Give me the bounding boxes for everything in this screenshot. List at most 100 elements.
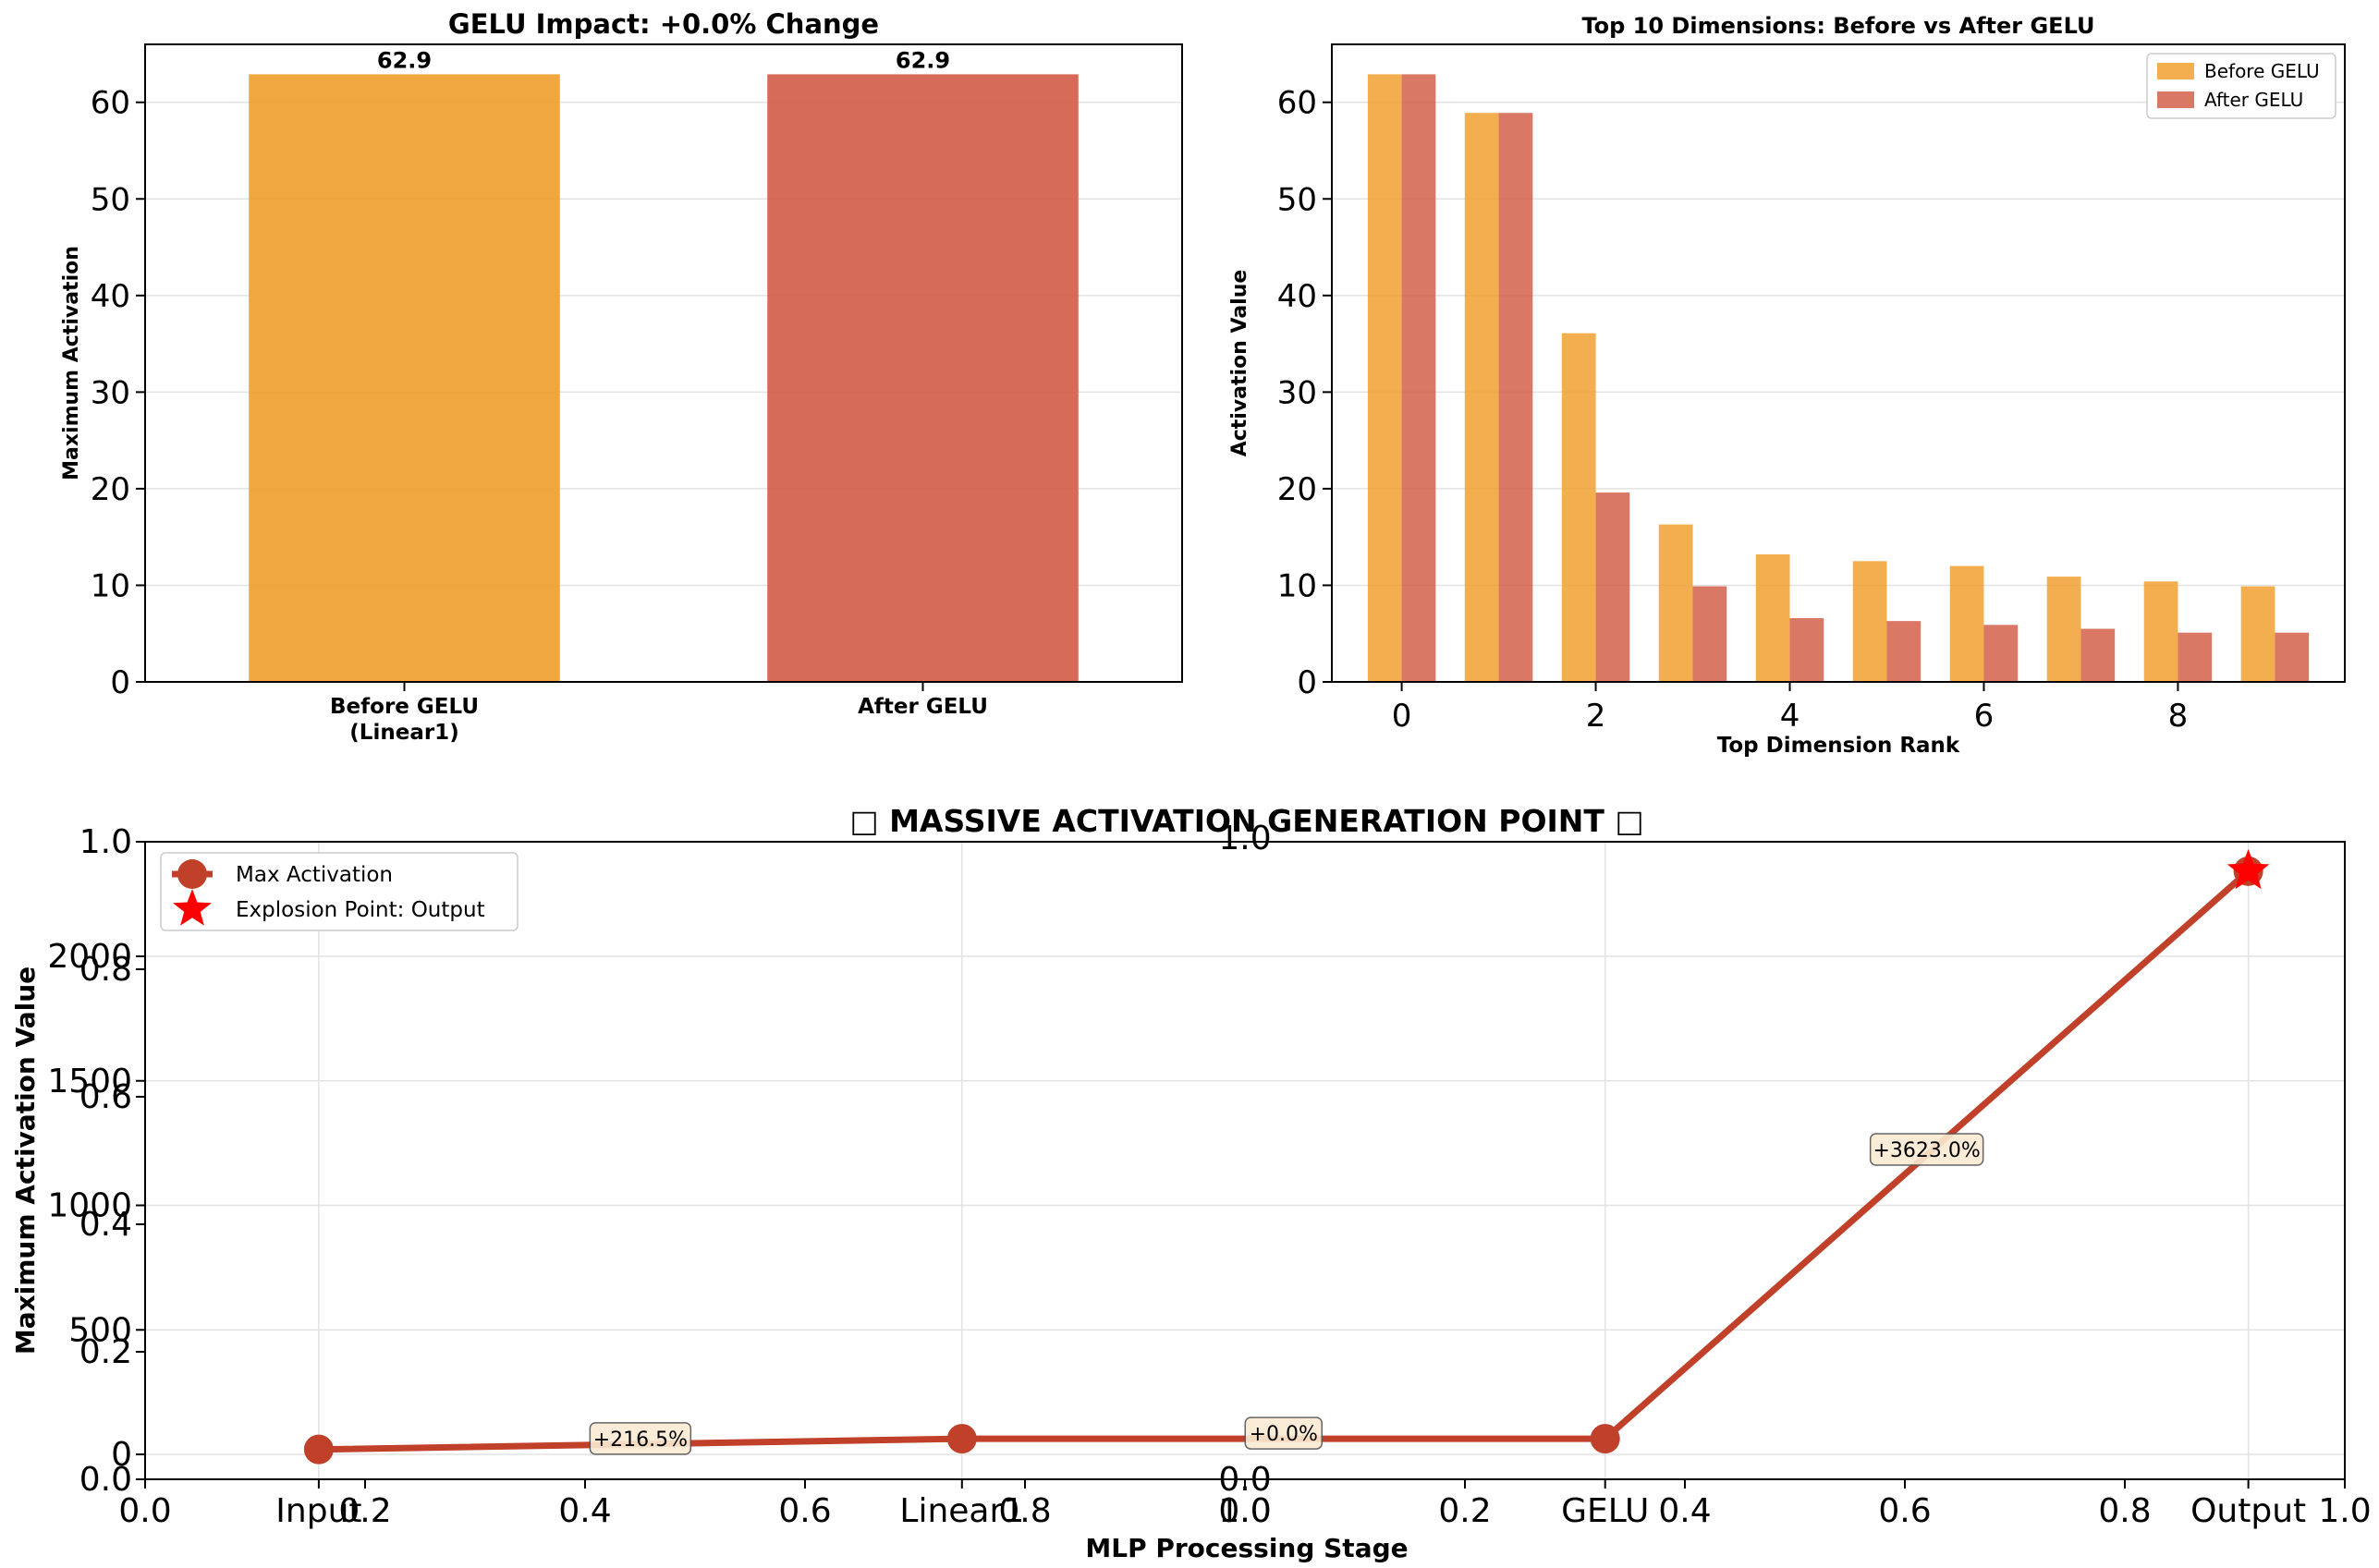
ghost-x-tick-label: 1.0 xyxy=(2318,1492,2371,1530)
bar xyxy=(1561,333,1596,682)
ghost-x-tick-label: 0.4 xyxy=(1658,1492,1711,1530)
y-tick-label: 1500 xyxy=(47,1063,132,1100)
bar xyxy=(1658,524,1693,682)
ghost-y-tick-label: 0.4 xyxy=(79,1206,132,1244)
y-tick-label: 0 xyxy=(111,1436,132,1474)
bar-value-label: 62.9 xyxy=(896,47,950,73)
x-tick-label: 4 xyxy=(1780,698,1800,735)
bar xyxy=(249,74,560,683)
x-tick-label: (Linear1) xyxy=(349,721,458,745)
data-point xyxy=(303,1434,334,1465)
y-axis-label: Maximum Activation xyxy=(60,246,83,480)
legend-box xyxy=(160,852,518,931)
bar xyxy=(1595,492,1630,682)
explosion-star xyxy=(2226,848,2270,890)
y-tick-label: 50 xyxy=(91,181,130,218)
bar xyxy=(2275,632,2310,682)
ghost-x-tick-label: 0.6 xyxy=(778,1492,831,1530)
ghost-overlay-top-label: 1.0 xyxy=(1218,820,1271,857)
change-annotation-box xyxy=(1869,1133,1984,1166)
ghost-x-tick-label: 0.0 xyxy=(118,1492,171,1530)
plot-frame xyxy=(1331,43,2346,683)
bar xyxy=(1401,74,1436,683)
plot-frame xyxy=(144,43,1183,683)
plot-frame xyxy=(144,841,2346,1480)
change-annotation-box xyxy=(1244,1416,1324,1450)
y-tick-label: 500 xyxy=(68,1311,132,1349)
top-dimensions-chart: 0 10 20 30 40 50 60 0 2 4 6 8 Top 10 Dimensions: B… xyxy=(1228,13,2346,758)
y-tick-label: 0 xyxy=(1297,664,1317,701)
legend-marker-swatch xyxy=(177,859,207,889)
ghost-x-tick-label: 0.6 xyxy=(1878,1492,1931,1530)
ghost-y-tick-label: 0.6 xyxy=(79,1078,132,1116)
x-tick-label: 8 xyxy=(2168,698,2189,735)
ghost-y-tick-label: 0.2 xyxy=(79,1333,132,1371)
ghost-x-tick-label: 1.0 xyxy=(1218,1492,1271,1530)
ghost-x-tick-label: 0.8 xyxy=(998,1492,1051,1530)
ghost-overlay-bottom-label: 0.0 xyxy=(1218,1461,1271,1499)
bar xyxy=(2178,632,2213,682)
ghost-x-tick-label: 0.4 xyxy=(558,1492,611,1530)
ghost-y-tick-label: 0.8 xyxy=(79,951,132,989)
bar xyxy=(1367,74,1402,683)
x-tick-label: Linear1 xyxy=(899,1492,1024,1530)
ghost-x-tick-label: 0.8 xyxy=(2098,1492,2151,1530)
bar-value-label: 62.9 xyxy=(377,47,432,73)
change-annotation: +3623.0% xyxy=(1873,1139,1980,1162)
bar xyxy=(1464,113,1499,682)
y-tick-label: 2000 xyxy=(47,938,132,976)
y-tick-label: 40 xyxy=(1277,278,1317,315)
x-tick-label: Before GELU xyxy=(330,695,479,719)
y-tick-label: 20 xyxy=(1277,471,1317,508)
y-tick-label: 10 xyxy=(91,567,130,604)
y-tick-label: 50 xyxy=(1277,181,1317,218)
y-tick-label: 0 xyxy=(110,664,130,701)
x-tick-label: Input xyxy=(275,1492,361,1530)
data-point xyxy=(946,1424,977,1454)
chart-title: GELU Impact: +0.0% Change xyxy=(448,8,879,40)
y-tick-label: 10 xyxy=(1277,567,1317,604)
bar xyxy=(1949,565,1984,682)
ghost-x-tick-label: 0.2 xyxy=(1438,1492,1491,1530)
y-axis-label: Activation Value xyxy=(1228,270,1251,457)
legend-label-after: After GELU xyxy=(2204,89,2303,111)
y-tick-label: 60 xyxy=(91,85,130,122)
y-tick-label: 20 xyxy=(91,471,130,508)
y-tick-label: 60 xyxy=(1277,85,1317,122)
legend: Before GELU After GELU xyxy=(2146,53,2336,119)
legend-label-before: Before GELU xyxy=(2204,60,2320,82)
x-axis-label: MLP Processing Stage xyxy=(1085,1533,1408,1563)
ghost-x-tick-label: 0.0 xyxy=(1218,1492,1271,1530)
bar xyxy=(1755,554,1790,682)
bar xyxy=(1852,561,1887,682)
bar xyxy=(2240,586,2275,682)
gelu-impact-chart: 0 10 20 30 40 50 60 Before GELU(Linear1) After … xyxy=(60,8,1183,745)
x-tick-label: Output xyxy=(2190,1492,2306,1530)
ghost-y-tick-label: 0.0 xyxy=(79,1461,132,1499)
x-tick-label: 2 xyxy=(1586,698,1606,735)
legend-star-swatch xyxy=(173,889,212,926)
x-tick-label: 0 xyxy=(1392,698,1412,735)
ghost-x-tick-label: 0.2 xyxy=(338,1492,391,1530)
ghost-y-tick-label: 1.0 xyxy=(79,823,132,861)
data-point xyxy=(1590,1424,1620,1454)
bar xyxy=(767,74,1079,683)
legend-swatch-after xyxy=(2157,91,2194,108)
bar xyxy=(1789,618,1824,682)
x-axis-label: Top Dimension Rank xyxy=(1717,734,1960,758)
legend-label-explosion: Explosion Point: Output xyxy=(236,898,485,922)
y-tick-label: 40 xyxy=(91,278,130,315)
bar xyxy=(1692,586,1727,682)
x-tick-label: After GELU xyxy=(858,695,988,719)
legend: Max Activation Explosion Point: Output xyxy=(160,852,518,931)
x-tick-label: GELU xyxy=(1561,1492,1649,1530)
change-annotation: +0.0% xyxy=(1250,1423,1318,1446)
chart-title: Top 10 Dimensions: Before vs After GELU xyxy=(1581,13,2094,39)
massive-activation-chart: +216.5% +0.0% +3623.0% 0 500 1000 1500 2000 0.… xyxy=(10,803,2372,1563)
change-annotation: +216.5% xyxy=(593,1428,688,1452)
bar xyxy=(1886,621,1922,682)
bar xyxy=(2143,581,2178,682)
y-tick-label: 1000 xyxy=(47,1187,132,1225)
y-tick-label: 30 xyxy=(91,374,130,411)
